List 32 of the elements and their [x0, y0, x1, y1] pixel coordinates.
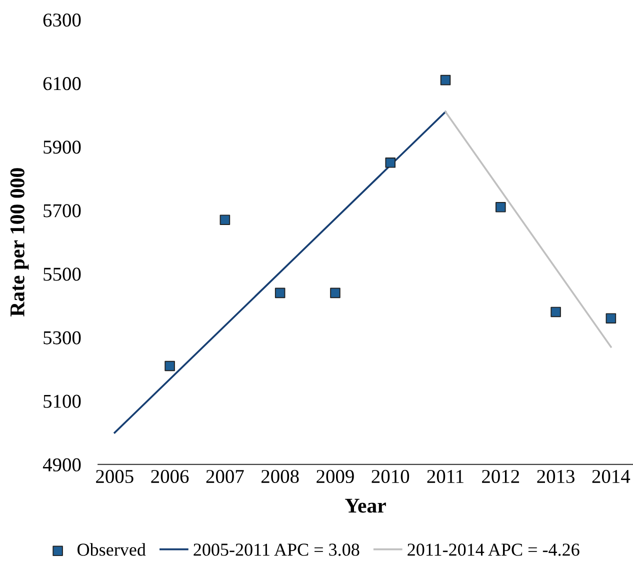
- x-tick-label: 2013: [537, 470, 574, 484]
- x-tick-label: 2009: [316, 470, 354, 484]
- y-tick-label: 6100: [43, 77, 81, 90]
- legend-label: Observed: [78, 543, 146, 556]
- legend-label: 2011-2014 APC = -4.26: [408, 544, 580, 556]
- y-tick-label: 6300: [43, 14, 81, 27]
- point: [440, 74, 451, 86]
- x-tick-label: 2006: [151, 470, 189, 484]
- x-tick-label: 2007: [206, 470, 244, 484]
- point: [164, 360, 175, 372]
- y-tick-label: 5300: [44, 331, 81, 344]
- x-axis-title: Year: [345, 498, 386, 513]
- y-tick-label: 5100: [44, 394, 81, 408]
- y-tick-label: 5900: [44, 140, 81, 154]
- x-tick-label: 2012: [482, 470, 520, 484]
- x-tick-label: 2005: [96, 470, 134, 484]
- point: [220, 214, 230, 225]
- x-tick-label: 2008: [261, 470, 299, 484]
- y-tick-label: 4900: [42, 458, 81, 472]
- x-tick-label: 2010: [372, 470, 410, 484]
- x-tick-label: 2014: [592, 470, 630, 484]
- point: [385, 158, 396, 168]
- x-tick-label: 2011: [427, 470, 464, 484]
- y-tick-label: 5700: [44, 204, 81, 218]
- y-tick-label: 5500: [44, 268, 81, 281]
- point: [496, 202, 506, 212]
- y-axis-title: Rate per 100 000: [10, 168, 29, 316]
- point: [330, 288, 340, 298]
- point: [274, 288, 286, 298]
- legend-label: 2005-2011 APC = 3.08: [194, 544, 360, 556]
- point: [606, 313, 616, 324]
- point: [550, 306, 561, 318]
